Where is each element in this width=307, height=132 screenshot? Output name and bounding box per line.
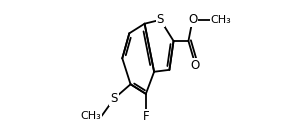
Text: O: O	[188, 13, 197, 26]
Text: S: S	[110, 92, 118, 105]
Text: S: S	[157, 13, 164, 26]
Text: CH₃: CH₃	[211, 15, 231, 25]
Text: O: O	[191, 58, 200, 72]
Text: F: F	[142, 110, 149, 122]
Text: CH₃: CH₃	[80, 111, 101, 121]
